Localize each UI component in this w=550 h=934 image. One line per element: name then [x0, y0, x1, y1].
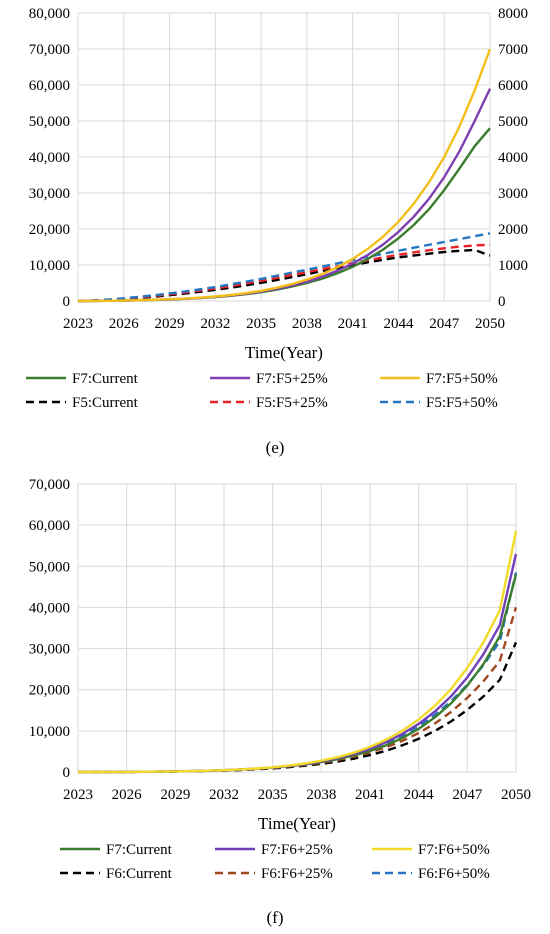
panel-label: (e)	[266, 438, 285, 457]
x-tick-label: 2041	[338, 316, 368, 332]
y-tick-label-left: 30,000	[29, 642, 70, 658]
y-tick-label-left: 60,000	[29, 78, 70, 94]
x-tick-label: 2032	[209, 787, 239, 803]
y-tick-label-left: 40,000	[29, 150, 70, 166]
y-tick-label-right: 3000	[498, 186, 528, 202]
y-tick-label-left: 0	[63, 294, 71, 310]
x-tick-label: 2032	[200, 316, 230, 332]
y-tick-label-left: 70,000	[29, 42, 70, 58]
chart-panel-f: 0 10,000 20,000 30,000 40,000 50,000 60,000 70,…	[29, 477, 531, 927]
legend-label: F7:Current	[106, 842, 173, 858]
y-tick-label-left: 70,000	[29, 477, 70, 493]
x-tick-label: 2038	[292, 316, 322, 332]
legend-label: F7:F6+50%	[418, 842, 490, 858]
series-line-f6-f6-50-	[78, 572, 518, 774]
y-tick-label-left: 80,000	[29, 6, 70, 22]
legend-label: F7:Current	[72, 371, 139, 387]
y-tick-label-right: 4000	[498, 150, 528, 166]
y-tick-label-right: 0	[498, 294, 506, 310]
series-line-f6-current	[78, 641, 518, 774]
y-tick-label-left: 30,000	[29, 186, 70, 202]
y-tick-label-left: 0	[63, 765, 71, 781]
legend-label: F5:F5+25%	[256, 395, 328, 411]
y-tick-label-right: 5000	[498, 114, 528, 130]
x-axis-title: Time(Year)	[245, 343, 323, 362]
x-tick-label: 2035	[258, 787, 288, 803]
series-line-f5-current	[77, 248, 491, 303]
series-line-f5-f5-50-	[77, 232, 491, 303]
y-tick-label-left: 50,000	[29, 559, 70, 575]
x-tick-label: 2044	[383, 316, 414, 332]
x-tick-label: 2023	[63, 787, 93, 803]
x-tick-label: 2029	[160, 787, 190, 803]
y-tick-label-left: 50,000	[29, 114, 70, 130]
legend-label: F7:F5+25%	[256, 371, 328, 387]
series-line-f7-f5-25-	[77, 88, 492, 303]
y-tick-label-right: 1000	[498, 258, 528, 274]
legend-label: F5:F5+50%	[426, 395, 498, 411]
series-line-f7-f6-50-	[78, 531, 518, 774]
series-line-f7-current	[77, 127, 491, 303]
x-tick-label: 2035	[246, 316, 276, 332]
y-tick-label-left: 40,000	[29, 600, 70, 616]
y-tick-label-right: 8000	[498, 6, 528, 22]
y-tick-label-right: 6000	[498, 78, 528, 94]
x-tick-label: 2026	[112, 787, 143, 803]
x-tick-label: 2023	[63, 316, 93, 332]
chart-panel-e: 0 10,000 20,000 30,000 40,000 50,000 60,000 70,…	[26, 6, 528, 457]
y-tick-label-left: 60,000	[29, 518, 70, 534]
x-tick-label: 2047	[429, 316, 460, 332]
y-tick-label-left: 20,000	[29, 683, 70, 699]
y-tick-label-right: 7000	[498, 42, 528, 58]
x-tick-label: 2038	[306, 787, 336, 803]
y-tick-label-left: 10,000	[29, 258, 70, 274]
series-line-f7-f6-25-	[78, 553, 518, 774]
plot-area-border	[77, 12, 491, 302]
x-tick-label: 2050	[475, 316, 505, 332]
x-tick-label: 2047	[452, 787, 483, 803]
plot-area-border	[77, 483, 517, 773]
x-tick-label: 2041	[355, 787, 385, 803]
y-tick-label-left: 20,000	[29, 222, 70, 238]
series-line-f7-f5-50-	[77, 48, 492, 303]
y-tick-label-left: 10,000	[29, 724, 70, 740]
x-axis-title: Time(Year)	[258, 814, 336, 833]
legend-label: F6:F6+50%	[418, 866, 490, 882]
y-tick-label-right: 2000	[498, 222, 528, 238]
legend-label: F7:F5+50%	[426, 371, 498, 387]
x-tick-label: 2050	[501, 787, 531, 803]
legend-label: F6:Current	[106, 866, 173, 882]
legend-label: F6:F6+25%	[261, 866, 333, 882]
x-tick-label: 2029	[155, 316, 185, 332]
legend-label: F5:Current	[72, 395, 139, 411]
legend-label: F7:F6+25%	[261, 842, 333, 858]
panel-label: (f)	[267, 908, 284, 927]
x-tick-label: 2026	[109, 316, 140, 332]
x-tick-label: 2044	[404, 787, 435, 803]
series-line-f7-current	[78, 574, 518, 774]
